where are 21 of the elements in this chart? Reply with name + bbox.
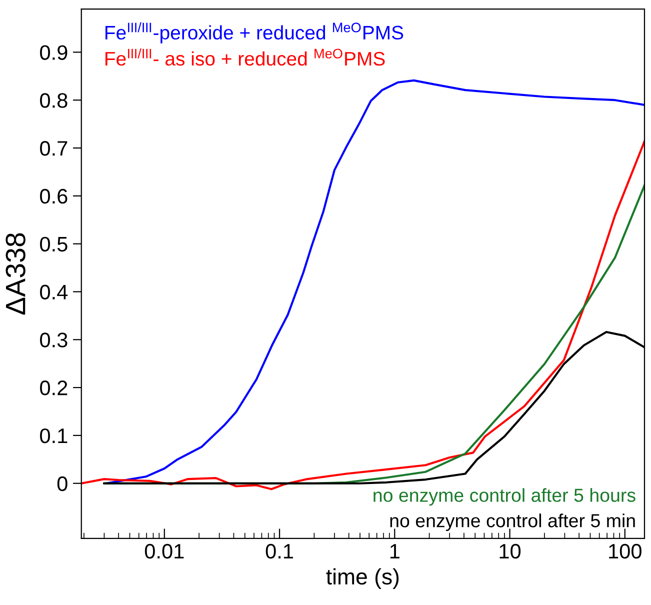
y-tick-label: 0.2 — [40, 380, 68, 396]
y-axis-title: ΔA338 — [6, 233, 26, 315]
y-tick-label: 0.6 — [40, 188, 68, 204]
x-tick-label: 10 — [500, 544, 521, 559]
x-tick-label: 1 — [390, 544, 400, 558]
series-label: no enzyme control after 5 min — [390, 514, 635, 532]
y-tick-label: 0.5 — [40, 236, 68, 252]
y-tick-label: 0.8 — [40, 93, 68, 108]
x-axis-title: time (s) — [326, 568, 399, 589]
series-label: Fe$^{III/III}$-peroxide + reduced $^{MeO}$PMS — [105, 22, 404, 44]
x-tick-label: 100 — [609, 544, 642, 559]
y-tick-label: 0.4 — [40, 284, 68, 300]
y-tick-label: 0.1 — [40, 428, 68, 444]
series-label: no enzyme control after 5 hours — [374, 488, 636, 506]
x-tick-label: 0.1 — [266, 544, 293, 559]
y-tick-label: 0.3 — [40, 332, 68, 348]
y-tick-label: 0.7 — [40, 141, 68, 156]
text: Fe$^{III/III}$- as iso + reduced $^{MeO}$PMS — [105, 48, 385, 66]
y-tick-label: 0.9 — [40, 45, 68, 60]
y-tick-label: 0 — [57, 476, 68, 492]
x-tick-label: 0.01 — [144, 544, 184, 559]
